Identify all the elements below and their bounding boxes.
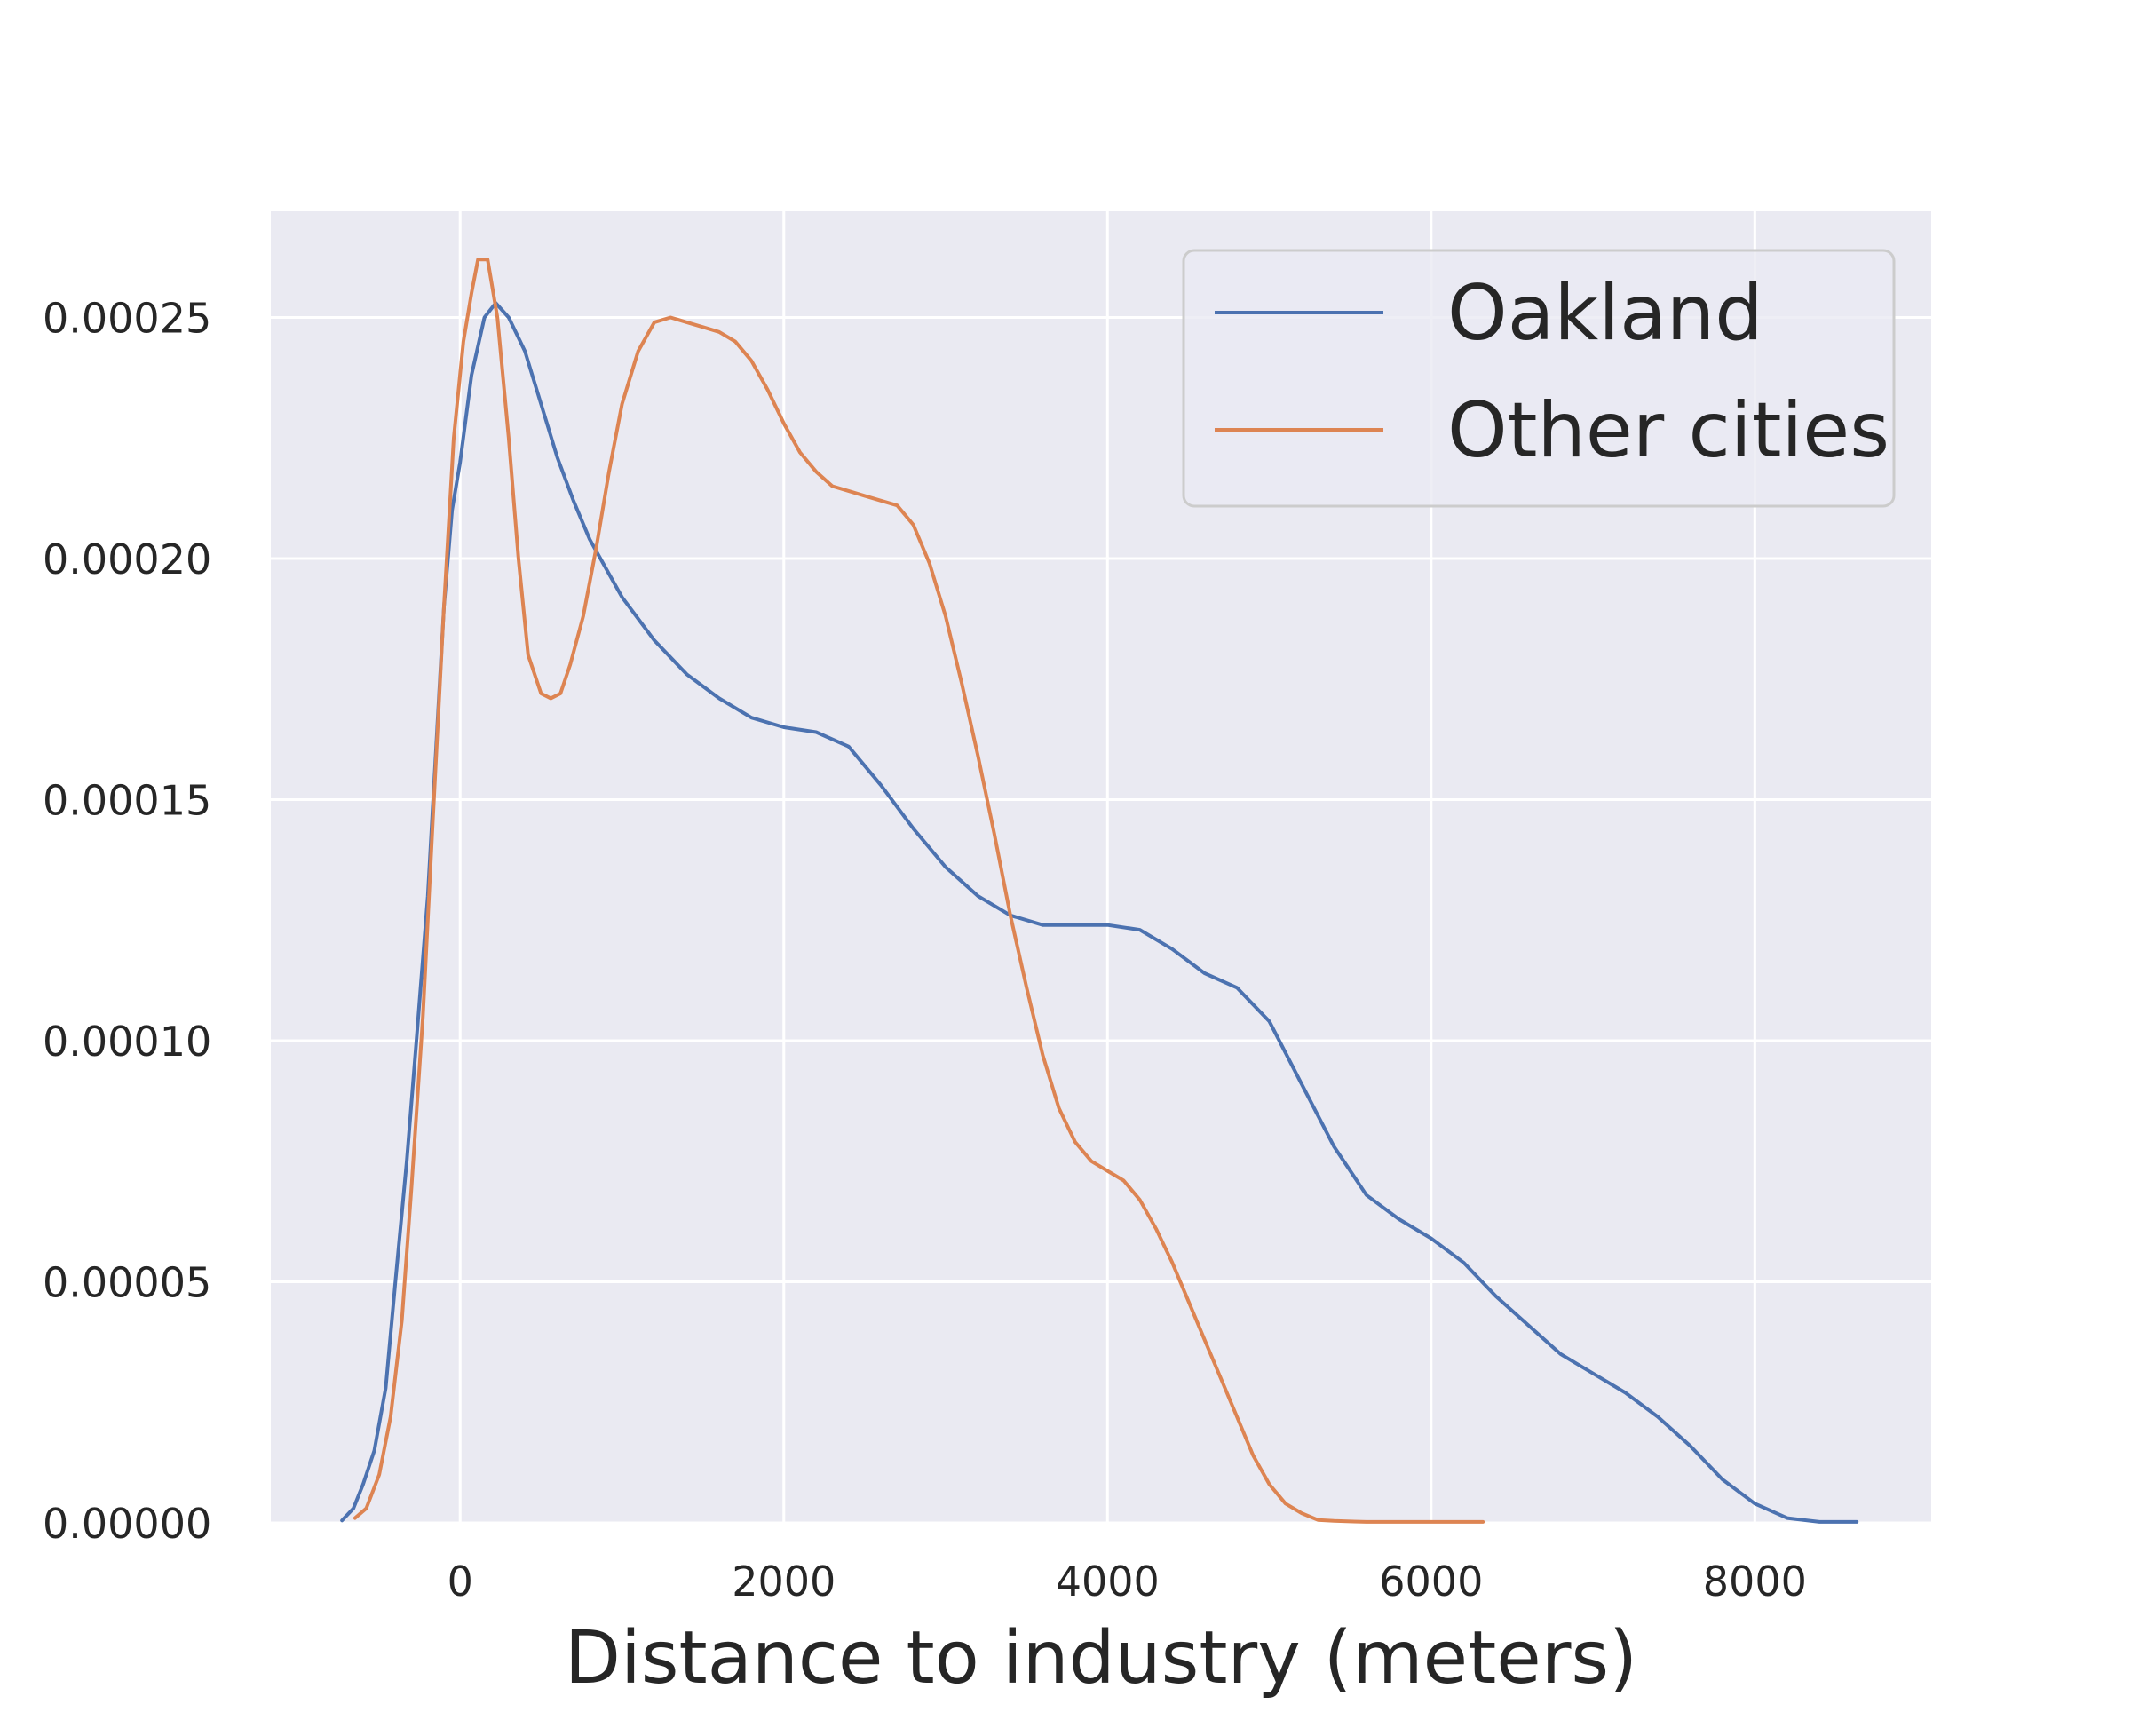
- tick-labels: 0 2000 4000 6000 8000 0.00000 0.00005 0.00010 0.…: [43, 294, 1807, 1605]
- x-tick-label: 4000: [1056, 1558, 1160, 1605]
- y-tick-label: 0.00015: [43, 776, 211, 824]
- x-tick-label: 8000: [1703, 1558, 1807, 1605]
- x-tick-label: 2000: [732, 1558, 836, 1605]
- series-line-other-cities: [353, 258, 1485, 1524]
- legend-label-other-cities: Other cities: [1447, 386, 1889, 475]
- x-tick-label: 0: [448, 1558, 473, 1605]
- y-tick-label: 0.00000: [43, 1500, 211, 1548]
- x-axis-label: Distance to industry (meters): [565, 1616, 1637, 1700]
- legend-label-oakland: Oakland: [1447, 269, 1763, 358]
- legend: Oakland Other cities: [1182, 249, 1896, 508]
- y-tick-label: 0.00025: [43, 294, 211, 342]
- x-tick-label: 6000: [1379, 1558, 1483, 1605]
- series-lines: [340, 258, 1859, 1524]
- y-tick-label: 0.00010: [43, 1018, 211, 1066]
- y-tick-label: 0.00005: [43, 1258, 211, 1306]
- y-tick-label: 0.00020: [43, 535, 211, 583]
